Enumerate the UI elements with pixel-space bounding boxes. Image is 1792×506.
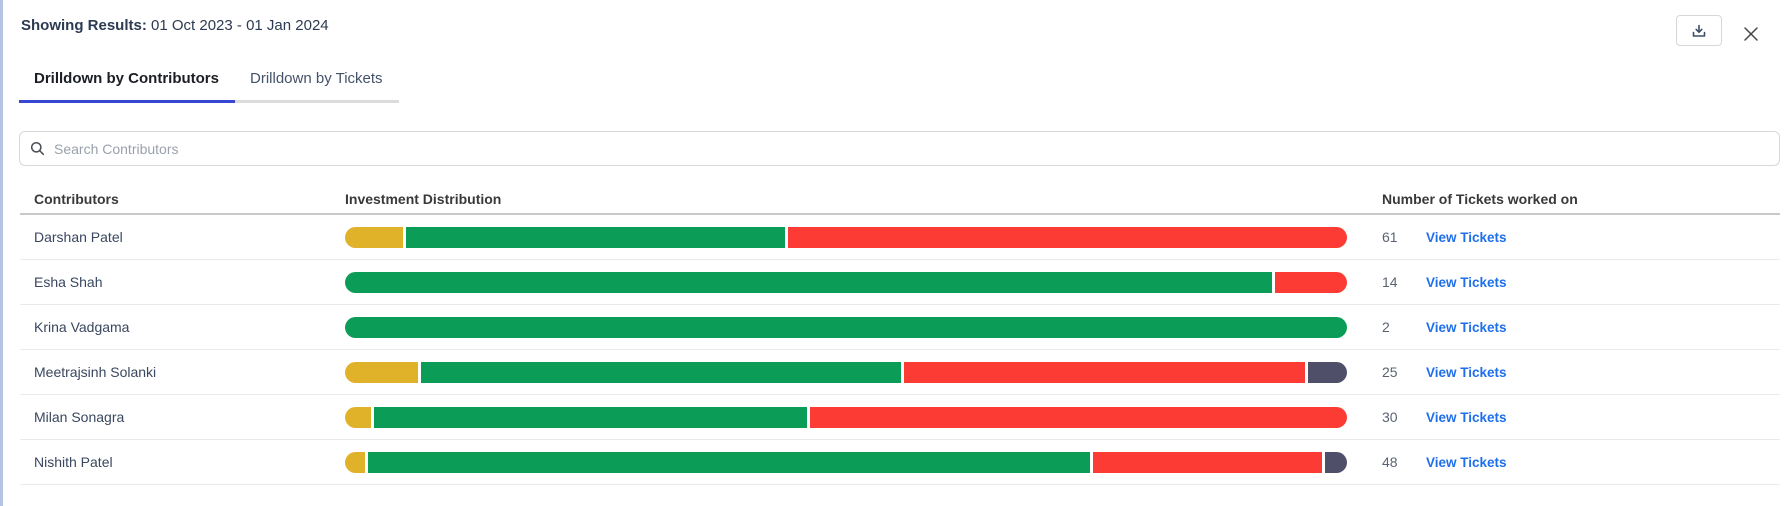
view-tickets-link[interactable]: View Tickets	[1426, 319, 1507, 335]
bar-segment-slate	[1307, 361, 1347, 383]
bar-segment-slate	[1325, 451, 1347, 473]
bar-segment-amber	[345, 406, 371, 428]
table-row: Esha Shah 14 View Tickets	[20, 260, 1780, 305]
table-body: Darshan Patel 61 View Tickets Esha Shah …	[20, 215, 1780, 485]
bar-segment-green	[373, 406, 807, 428]
tickets-count: 61	[1382, 229, 1398, 245]
close-button[interactable]	[1738, 21, 1764, 47]
contributor-name: Esha Shah	[34, 274, 103, 290]
column-header-contributors: Contributors	[34, 191, 119, 207]
tab-drilldown-by-contributors[interactable]: Drilldown by Contributors	[19, 58, 235, 100]
close-icon	[1742, 25, 1760, 43]
results-summary: Showing Results: 01 Oct 2023 - 01 Jan 20…	[21, 17, 329, 34]
contributor-name: Milan Sonagra	[34, 409, 125, 425]
search-contributors-input[interactable]	[54, 140, 1769, 157]
investment-distribution-bar	[345, 361, 1347, 383]
bar-segment-amber	[345, 226, 404, 248]
tickets-count: 30	[1382, 409, 1398, 425]
table-row: Nishith Patel 48 View Tickets	[20, 440, 1780, 485]
bar-segment-red	[1092, 451, 1323, 473]
view-tickets-link[interactable]: View Tickets	[1426, 409, 1507, 425]
tickets-count: 25	[1382, 364, 1398, 380]
table-row: Krina Vadgama 2 View Tickets	[20, 305, 1780, 350]
bar-segment-green	[406, 226, 786, 248]
bar-segment-amber	[345, 361, 419, 383]
investment-distribution-bar	[345, 271, 1347, 293]
bar-segment-red	[903, 361, 1305, 383]
bar-segment-green	[367, 451, 1090, 473]
investment-distribution-bar	[345, 226, 1347, 248]
bar-segment-red	[1275, 271, 1347, 293]
investment-distribution-bar	[345, 406, 1347, 428]
bar-segment-red	[788, 226, 1347, 248]
tab-drilldown-by-tickets[interactable]: Drilldown by Tickets	[250, 70, 383, 87]
download-button[interactable]	[1676, 15, 1722, 46]
tickets-count: 2	[1382, 319, 1390, 335]
view-tickets-link[interactable]: View Tickets	[1426, 364, 1507, 380]
bar-segment-green	[421, 361, 901, 383]
table-row: Milan Sonagra 30 View Tickets	[20, 395, 1780, 440]
table-row: Darshan Patel 61 View Tickets	[20, 215, 1780, 260]
results-label: Showing Results:	[21, 17, 147, 34]
contributor-name: Meetrajsinh Solanki	[34, 364, 157, 380]
table-row: Meetrajsinh Solanki 25 View Tickets	[20, 350, 1780, 395]
search-contributors-box[interactable]	[19, 131, 1780, 166]
contributors-table: Contributors Investment Distribution Num…	[20, 185, 1780, 485]
results-date-range: 01 Oct 2023 - 01 Jan 2024	[151, 17, 329, 34]
drilldown-tabs: Drilldown by Contributors Drilldown by T…	[19, 58, 399, 103]
investment-distribution-bar	[345, 316, 1347, 338]
search-icon	[30, 141, 45, 156]
download-icon	[1691, 23, 1707, 39]
bar-segment-amber	[345, 451, 365, 473]
view-tickets-link[interactable]: View Tickets	[1426, 274, 1507, 290]
contributor-name: Nishith Patel	[34, 454, 113, 470]
column-header-investment-distribution: Investment Distribution	[345, 191, 502, 207]
view-tickets-link[interactable]: View Tickets	[1426, 454, 1507, 470]
view-tickets-link[interactable]: View Tickets	[1426, 229, 1507, 245]
contributor-name: Darshan Patel	[34, 229, 123, 245]
column-header-tickets-worked: Number of Tickets worked on	[1382, 191, 1578, 207]
investment-distribution-bar	[345, 451, 1347, 473]
bar-segment-green	[345, 271, 1273, 293]
contributor-name: Krina Vadgama	[34, 319, 130, 335]
bar-segment-green	[345, 316, 1347, 338]
bar-segment-red	[809, 406, 1347, 428]
tickets-count: 48	[1382, 454, 1398, 470]
panel-left-edge	[0, 0, 3, 506]
table-header-row: Contributors Investment Distribution Num…	[20, 185, 1780, 215]
tickets-count: 14	[1382, 274, 1398, 290]
